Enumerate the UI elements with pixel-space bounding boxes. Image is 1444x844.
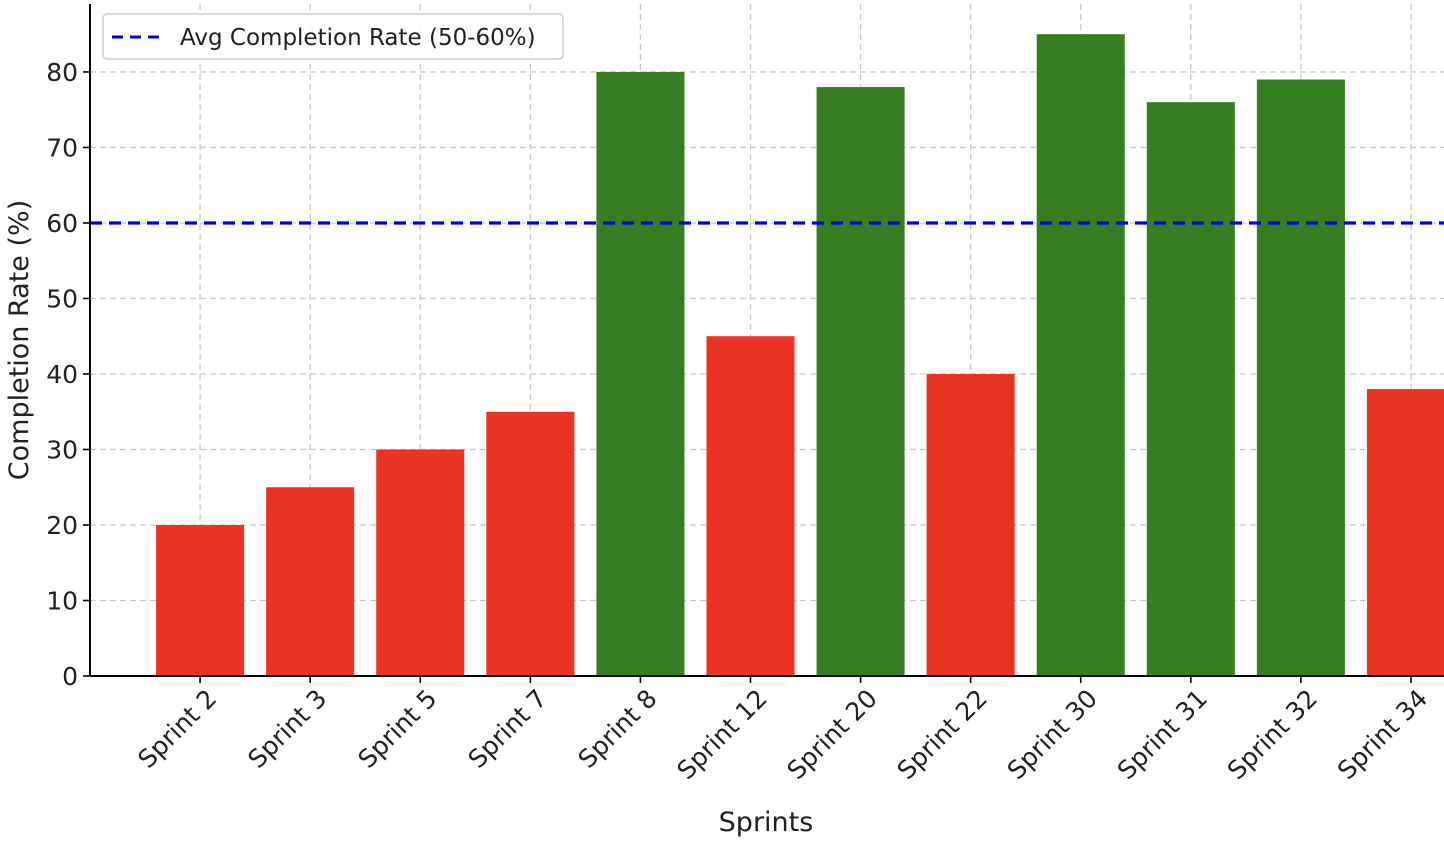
y-tick-label: 10 <box>46 586 78 615</box>
y-tick-label: 80 <box>46 58 78 87</box>
x-tick-labels: Sprint 2 Sprint 3 Sprint 5 Sprint 7 Sprint 8… <box>132 676 1433 785</box>
bar <box>1036 34 1125 676</box>
x-tick-label: Sprint 31 <box>1112 684 1213 785</box>
bar <box>926 373 1015 676</box>
x-tick-label: Sprint 12 <box>671 684 772 785</box>
bar <box>1366 389 1444 676</box>
x-tick-label: Sprint 7 <box>462 684 552 774</box>
bar <box>486 411 575 676</box>
x-tick-label: Sprint 30 <box>1002 684 1103 785</box>
y-axis-title: Completion Rate (%) <box>4 200 35 480</box>
x-tick-label: Sprint 2 <box>132 684 222 774</box>
x-tick-label: Sprint 32 <box>1222 684 1323 785</box>
legend: Avg Completion Rate (50-60%) <box>102 13 564 60</box>
x-tick-label: Sprint 20 <box>781 684 882 785</box>
y-tick-label: 40 <box>46 360 78 389</box>
legend-box <box>102 13 564 60</box>
y-tick-label: 0 <box>62 662 78 691</box>
bar <box>376 449 465 676</box>
y-tick-label: 70 <box>46 133 78 162</box>
x-tick-label: Sprint 5 <box>352 684 442 774</box>
bar <box>596 71 685 676</box>
x-tick-label: Sprint 3 <box>242 684 332 774</box>
y-tick-label: 60 <box>46 209 78 238</box>
bar <box>266 487 355 676</box>
bar <box>1146 102 1235 677</box>
x-axis-title: Sprints <box>719 807 814 838</box>
y-tick-label: 30 <box>46 435 78 464</box>
bar <box>1256 79 1345 676</box>
bar <box>706 336 795 676</box>
axes <box>89 4 1444 677</box>
bars <box>156 34 1444 677</box>
x-tick-label: Sprint 22 <box>892 684 993 785</box>
y-tick-label: 50 <box>46 284 78 313</box>
bar <box>156 524 245 676</box>
x-tick-label: Sprint 8 <box>573 684 663 774</box>
bar <box>816 87 905 677</box>
y-tick-label: 20 <box>46 511 78 540</box>
y-tick-labels: 0 10 20 30 40 50 60 70 80 <box>46 58 90 691</box>
x-tick-label: Sprint 34 <box>1332 684 1433 785</box>
legend-label: Avg Completion Rate (50-60%) <box>180 25 536 51</box>
